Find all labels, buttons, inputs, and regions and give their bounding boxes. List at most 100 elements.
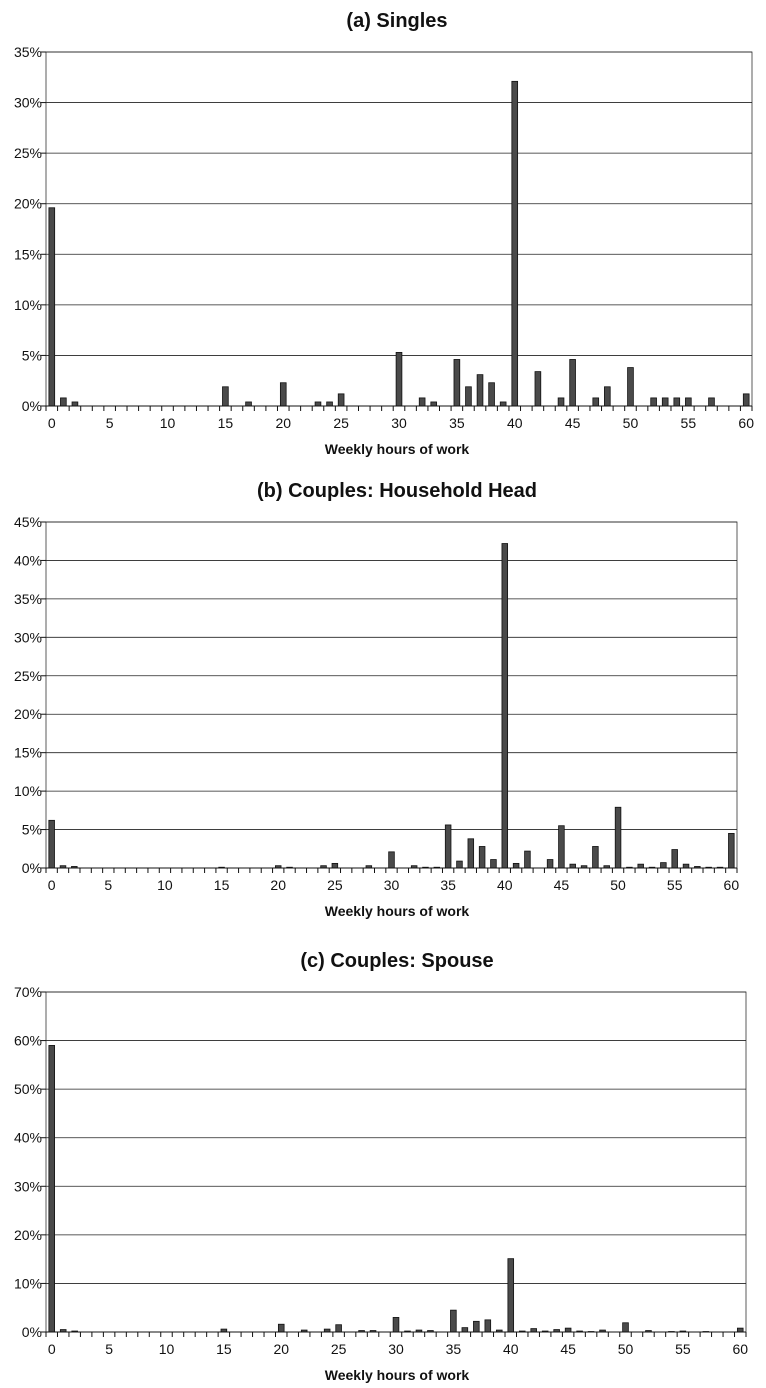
y-tick-label: 50% bbox=[14, 1081, 42, 1097]
x-tick-label: 40 bbox=[503, 1341, 519, 1357]
x-tick-label: 30 bbox=[384, 877, 400, 893]
bar bbox=[473, 1320, 480, 1333]
bar bbox=[627, 367, 634, 407]
bar bbox=[569, 863, 576, 869]
bar bbox=[530, 1328, 537, 1333]
x-tick-label: 0 bbox=[48, 877, 56, 893]
bar bbox=[507, 1258, 515, 1333]
y-tick-label: 40% bbox=[14, 1130, 42, 1146]
y-tick-label: 15% bbox=[14, 745, 42, 761]
x-tick-label: 35 bbox=[440, 877, 456, 893]
y-tick-label: 20% bbox=[14, 706, 42, 722]
bar bbox=[671, 849, 678, 869]
bar bbox=[444, 824, 452, 869]
bar bbox=[279, 382, 287, 407]
x-tick-label: 30 bbox=[391, 415, 407, 431]
x-tick-label: 0 bbox=[48, 1341, 56, 1357]
y-tick-label: 10% bbox=[14, 1275, 42, 1291]
bar bbox=[60, 397, 67, 407]
bar bbox=[736, 1327, 744, 1333]
bar bbox=[499, 401, 507, 407]
bar bbox=[453, 359, 461, 407]
y-tick-label: 25% bbox=[14, 145, 42, 161]
bar bbox=[456, 860, 463, 869]
bar bbox=[742, 393, 750, 407]
bar bbox=[708, 397, 715, 407]
bar bbox=[614, 806, 622, 869]
y-tick-label: 40% bbox=[14, 552, 42, 568]
x-axis-label: Weekly hours of work bbox=[325, 1367, 470, 1383]
x-tick-label: 35 bbox=[449, 415, 465, 431]
y-tick-label: 15% bbox=[14, 246, 42, 262]
x-tick-label: 45 bbox=[560, 1341, 576, 1357]
x-tick-label: 0 bbox=[48, 415, 56, 431]
x-tick-label: 55 bbox=[675, 1341, 691, 1357]
chart-title-b: (b) Couples: Household Head bbox=[257, 480, 537, 502]
bar bbox=[337, 393, 345, 407]
y-tick-label: 0% bbox=[22, 860, 42, 876]
x-tick-label: 60 bbox=[732, 1341, 748, 1357]
bar bbox=[476, 374, 484, 407]
x-tick-label: 25 bbox=[333, 415, 349, 431]
bar bbox=[557, 397, 565, 407]
y-tick-label: 25% bbox=[14, 668, 42, 684]
bar bbox=[682, 863, 690, 869]
chart-title-c: (c) Couples: Spouse bbox=[300, 950, 493, 972]
y-tick-label: 5% bbox=[22, 347, 42, 363]
bar bbox=[685, 397, 692, 407]
bar bbox=[558, 825, 565, 869]
x-tick-label: 25 bbox=[327, 877, 343, 893]
bar bbox=[622, 1322, 629, 1333]
x-tick-label: 50 bbox=[623, 415, 639, 431]
bar bbox=[564, 1327, 572, 1333]
bar bbox=[314, 401, 322, 407]
x-tick-label: 15 bbox=[214, 877, 230, 893]
chart-svg-a: (a) Singles 0% 5% 10% 15% 20% 25% 30% 35% 0 5 10 15 2… bbox=[14, 10, 754, 457]
bar bbox=[534, 371, 542, 407]
bar bbox=[418, 397, 426, 407]
bar bbox=[592, 397, 600, 407]
bar bbox=[488, 382, 495, 407]
bar bbox=[592, 846, 599, 869]
y-tick-label: 30% bbox=[14, 1178, 42, 1194]
y-tick-label: 30% bbox=[14, 629, 42, 645]
y-tick-label: 5% bbox=[22, 822, 42, 838]
chart-svg-c: (c) Couples: Spouse 0% 10% 20% 30% 40% 50% 60% 7… bbox=[14, 950, 748, 1383]
x-tick-label: 5 bbox=[105, 1341, 113, 1357]
x-tick-label: 55 bbox=[667, 877, 683, 893]
x-tick-label: 55 bbox=[681, 415, 697, 431]
bar bbox=[48, 819, 55, 869]
y-tick-label: 45% bbox=[14, 514, 42, 530]
bar bbox=[660, 862, 667, 869]
x-tick-label: 60 bbox=[724, 877, 740, 893]
x-tick-label: 20 bbox=[273, 1341, 289, 1357]
x-tick-label: 60 bbox=[738, 415, 754, 431]
y-tick-label: 0% bbox=[22, 398, 42, 414]
bar bbox=[637, 863, 644, 869]
x-tick-label: 40 bbox=[507, 415, 523, 431]
x-tick-label: 25 bbox=[331, 1341, 347, 1357]
plot-frame bbox=[45, 521, 738, 869]
bar bbox=[501, 543, 509, 869]
x-tick-label: 10 bbox=[159, 1341, 175, 1357]
y-tick-label: 30% bbox=[14, 95, 42, 111]
chart-panel-b: (b) Couples: Household Head 0% 5% 10% 15% 20%… bbox=[0, 470, 766, 932]
bar bbox=[395, 351, 403, 407]
bar bbox=[222, 386, 229, 407]
bar bbox=[450, 1309, 457, 1333]
bar bbox=[604, 386, 611, 407]
bar bbox=[524, 850, 531, 869]
y-tick-label: 20% bbox=[14, 196, 42, 212]
y-tick-label: 70% bbox=[14, 984, 42, 1000]
plot-frame bbox=[45, 991, 747, 1333]
bar bbox=[326, 401, 333, 407]
bar bbox=[650, 397, 657, 407]
bar bbox=[467, 838, 475, 869]
y-tick-label: 10% bbox=[14, 297, 42, 313]
chart-title-a: (a) Singles bbox=[346, 10, 447, 32]
x-tick-label: 5 bbox=[106, 415, 114, 431]
bar bbox=[430, 401, 438, 407]
bar bbox=[569, 359, 576, 407]
x-tick-label: 10 bbox=[157, 877, 173, 893]
bar bbox=[48, 1045, 56, 1333]
